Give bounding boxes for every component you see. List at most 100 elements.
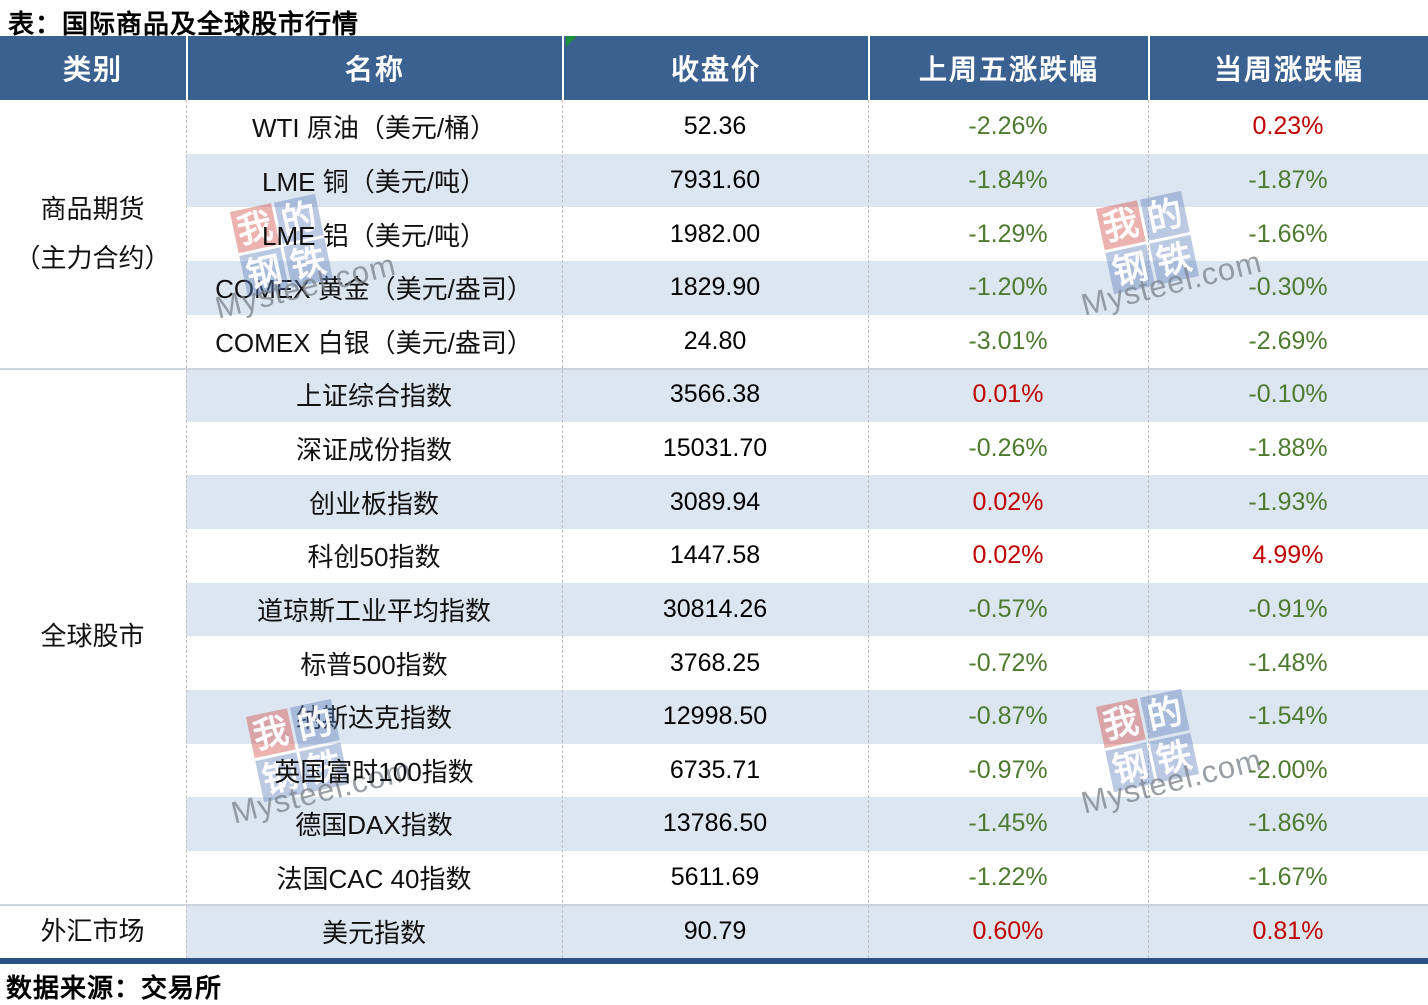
close-price: 3089.94 <box>562 475 868 529</box>
week-change: -1.67% <box>1248 863 1328 892</box>
column-divider <box>562 100 563 958</box>
last-friday-change: 0.01% <box>868 368 1148 422</box>
week-change: -1.66% <box>1248 219 1328 248</box>
column-divider <box>1148 100 1149 958</box>
last-friday-change: -1.84% <box>868 153 1148 208</box>
market-table: 类别 名称 收盘价 上周五涨跌幅 当周涨跌幅 WTI 原油（美元/桶） 52.3… <box>0 36 1428 964</box>
group-label-commodity-futures: 商品期货 （主力合约） <box>0 101 185 367</box>
close-price: 1982.00 <box>669 219 761 248</box>
last-friday-change: -3.01% <box>968 326 1048 355</box>
header-week-change: 当周涨跌幅 <box>1148 36 1428 100</box>
last-friday-change: -1.22% <box>968 863 1048 892</box>
close-price: 3768.25 <box>669 648 761 677</box>
close-price: 5611.69 <box>670 863 760 892</box>
group-label-global-stocks: 全球股市 <box>0 370 185 903</box>
week-change: -1.87% <box>1148 153 1428 208</box>
column-divider <box>186 100 187 958</box>
table-row: WTI 原油（美元/桶） 52.36 -2.26% 0.23% <box>0 100 1428 154</box>
last-friday-change: 0.02% <box>868 475 1148 529</box>
week-change: -0.30% <box>1148 260 1428 315</box>
week-change: -0.91% <box>1148 582 1428 637</box>
week-change: -1.86% <box>1148 797 1428 851</box>
close-price: 52.36 <box>683 112 747 141</box>
close-price: 7931.60 <box>562 153 868 208</box>
table-row: LME 铝（美元/吨） 1982.00 -1.29% -1.66% <box>0 207 1428 261</box>
header-name: 名称 <box>186 36 562 100</box>
table-row: COMEX 白银（美元/盎司） 24.80 -3.01% -2.69% <box>0 314 1428 369</box>
group-divider <box>0 904 1428 906</box>
instrument-name: WTI 原油（美元/桶） <box>251 113 497 144</box>
instrument-name: COMEX 白银（美元/盎司） <box>215 327 533 358</box>
group-divider <box>0 368 1428 370</box>
instrument-name: LME 铝（美元/吨） <box>262 220 486 251</box>
table-row: 创业板指数 3089.94 0.02% -1.93% <box>0 475 1428 529</box>
close-price: 13786.50 <box>562 797 868 851</box>
close-price: 1447.58 <box>669 541 761 570</box>
close-price: 6735.71 <box>669 755 761 784</box>
instrument-name: 德国DAX指数 <box>186 797 562 851</box>
instrument-name: COMEX 黄金（美元/盎司） <box>186 260 562 315</box>
instrument-name: 英国富时100指数 <box>274 756 474 787</box>
table-row: 美元指数 90.79 0.60% 0.81% <box>0 904 1428 958</box>
table-row: 英国富时100指数 6735.71 -0.97% -2.00% <box>0 743 1428 798</box>
last-friday-change: -0.72% <box>968 648 1048 677</box>
last-friday-change: -1.20% <box>868 260 1148 315</box>
last-friday-change: -0.57% <box>868 582 1148 637</box>
week-change: -2.00% <box>1248 755 1328 784</box>
week-change: -2.69% <box>1248 326 1328 355</box>
close-price: 1829.90 <box>562 260 868 315</box>
week-change: -1.93% <box>1148 475 1428 529</box>
data-source-note: 数据来源：交易所 <box>6 973 223 1003</box>
instrument-name: 创业板指数 <box>186 475 562 529</box>
column-divider <box>868 100 869 958</box>
week-change: 0.81% <box>1148 904 1428 958</box>
instrument-name: 纳斯达克指数 <box>186 689 562 744</box>
table-row: 科创50指数 1447.58 0.02% 4.99% <box>0 529 1428 583</box>
close-price: 15031.70 <box>662 434 768 463</box>
close-price: 90.79 <box>562 904 868 958</box>
week-change: -1.48% <box>1248 648 1328 677</box>
close-price: 3566.38 <box>562 368 868 422</box>
table-row: 深证成份指数 15031.70 -0.26% -1.88% <box>0 421 1428 476</box>
instrument-name: 上证综合指数 <box>186 368 562 422</box>
header-category: 类别 <box>62 55 123 86</box>
last-friday-change: 0.60% <box>868 904 1148 958</box>
table-bottom-border <box>0 958 1428 964</box>
table-row: 上证综合指数 3566.38 0.01% -0.10% <box>0 368 1428 422</box>
group-label-forex-market: 外汇市场 <box>0 906 185 958</box>
instrument-name: 道琼斯工业平均指数 <box>186 582 562 637</box>
week-change: -1.54% <box>1148 689 1428 744</box>
close-price: 30814.26 <box>562 582 868 637</box>
last-friday-change: -0.87% <box>868 689 1148 744</box>
week-change: -1.88% <box>1248 434 1328 463</box>
header-last-friday-change: 上周五涨跌幅 <box>868 36 1148 100</box>
table-row: 道琼斯工业平均指数 30814.26 -0.57% -0.91% <box>0 582 1428 637</box>
close-price: 24.80 <box>683 326 747 355</box>
instrument-name: 科创50指数 <box>307 542 441 573</box>
table-row: 标普500指数 3768.25 -0.72% -1.48% <box>0 636 1428 690</box>
week-change: 4.99% <box>1252 541 1324 570</box>
instrument-name: 标普500指数 <box>300 649 448 680</box>
cell-corner-flag-icon <box>566 36 577 47</box>
instrument-name: 美元指数 <box>186 904 562 958</box>
week-change: -0.10% <box>1148 368 1428 422</box>
header-close-price: 收盘价 <box>562 36 868 100</box>
table-row: 法国CAC 40指数 5611.69 -1.22% -1.67% <box>0 850 1428 905</box>
last-friday-change: -2.26% <box>968 112 1048 141</box>
table-row: COMEX 黄金（美元/盎司） 1829.90 -1.20% -0.30% <box>0 260 1428 315</box>
instrument-name: 深证成份指数 <box>295 435 452 466</box>
last-friday-change: -0.97% <box>968 755 1048 784</box>
page-title: 表：国际商品及全球股市行情 <box>8 9 360 39</box>
table-row: 德国DAX指数 13786.50 -1.45% -1.86% <box>0 797 1428 851</box>
instrument-name: LME 铜（美元/吨） <box>186 153 562 208</box>
last-friday-change: 0.02% <box>972 541 1044 570</box>
week-change: 0.23% <box>1252 112 1324 141</box>
last-friday-change: -0.26% <box>968 434 1048 463</box>
last-friday-change: -1.29% <box>968 219 1048 248</box>
instrument-name: 法国CAC 40指数 <box>276 864 472 895</box>
table-header-row: 类别 名称 收盘价 上周五涨跌幅 当周涨跌幅 <box>0 36 1428 100</box>
table-row: LME 铜（美元/吨） 7931.60 -1.84% -1.87% <box>0 153 1428 208</box>
table-body: WTI 原油（美元/桶） 52.36 -2.26% 0.23% LME 铜（美元… <box>0 100 1428 958</box>
close-price: 12998.50 <box>562 689 868 744</box>
table-row: 纳斯达克指数 12998.50 -0.87% -1.54% <box>0 689 1428 744</box>
